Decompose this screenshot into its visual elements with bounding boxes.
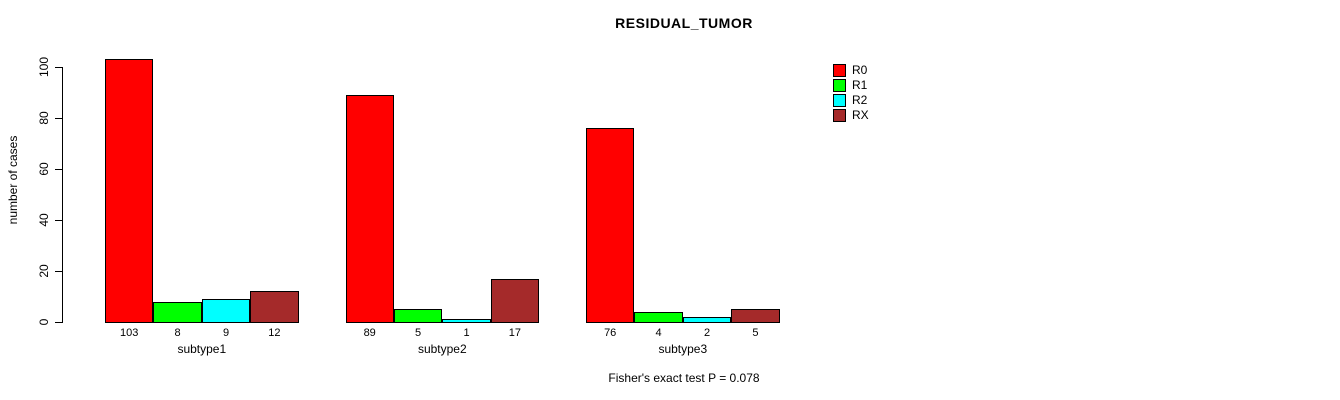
annotation-text: Fisher's exact test P = 0.078 <box>608 371 760 385</box>
bar <box>105 58 154 323</box>
y-tick <box>55 270 62 272</box>
legend-label: R2 <box>852 93 868 107</box>
chart-title: RESIDUAL_TUMOR <box>615 15 753 31</box>
y-tick-label: 0 <box>37 318 51 326</box>
legend-swatch <box>833 109 846 122</box>
legend-swatch <box>833 79 846 92</box>
bar-value-label: 12 <box>268 327 281 339</box>
legend-swatch <box>833 94 846 107</box>
legend-item: R2 <box>833 93 869 108</box>
category-label: subtype1 <box>177 342 227 356</box>
bar <box>153 301 202 323</box>
bar-value-label: 17 <box>508 327 522 339</box>
y-tick-label: 40 <box>37 213 51 227</box>
y-tick <box>55 117 62 119</box>
legend-item: RX <box>833 108 869 123</box>
bar <box>345 94 394 323</box>
y-tick-label: 20 <box>37 264 51 278</box>
bar-value-label: 76 <box>604 327 617 339</box>
bar <box>731 309 780 323</box>
y-tick <box>55 168 62 170</box>
bar <box>634 311 683 323</box>
legend-label: R0 <box>852 63 868 77</box>
legend-item: R1 <box>833 78 869 93</box>
bar <box>586 127 635 323</box>
y-tick-label: 100 <box>37 56 51 77</box>
y-tick <box>55 219 62 221</box>
legend: R0 R1 R2 RX <box>833 63 869 123</box>
y-tick <box>55 66 62 68</box>
y-tick-label: 60 <box>37 162 51 176</box>
bar-value-label: 2 <box>703 327 711 339</box>
bar-value-label: 5 <box>415 327 422 339</box>
bar <box>682 316 732 323</box>
legend-label: R1 <box>852 78 868 92</box>
bar-value-label: 103 <box>120 327 139 339</box>
y-tick <box>55 322 62 323</box>
category-label: subtype3 <box>658 342 708 356</box>
bar-value-label: 4 <box>655 327 662 339</box>
y-axis-line <box>62 66 63 323</box>
legend-label: RX <box>852 108 869 122</box>
bar-value-label: 1 <box>463 327 470 339</box>
bar-value-label: 8 <box>174 327 181 339</box>
bar <box>250 291 299 323</box>
bar <box>442 319 491 323</box>
bar <box>201 299 251 323</box>
category-label: subtype2 <box>417 342 467 356</box>
bar <box>490 278 540 323</box>
y-axis-label: number of cases <box>6 135 20 225</box>
bar-value-label: 89 <box>363 327 376 339</box>
bar <box>393 309 443 323</box>
bar-value-label: 9 <box>222 327 230 339</box>
legend-swatch <box>833 64 846 77</box>
bar-value-label: 5 <box>752 327 759 339</box>
legend-item: R0 <box>833 63 869 78</box>
y-tick-label: 80 <box>37 111 51 125</box>
